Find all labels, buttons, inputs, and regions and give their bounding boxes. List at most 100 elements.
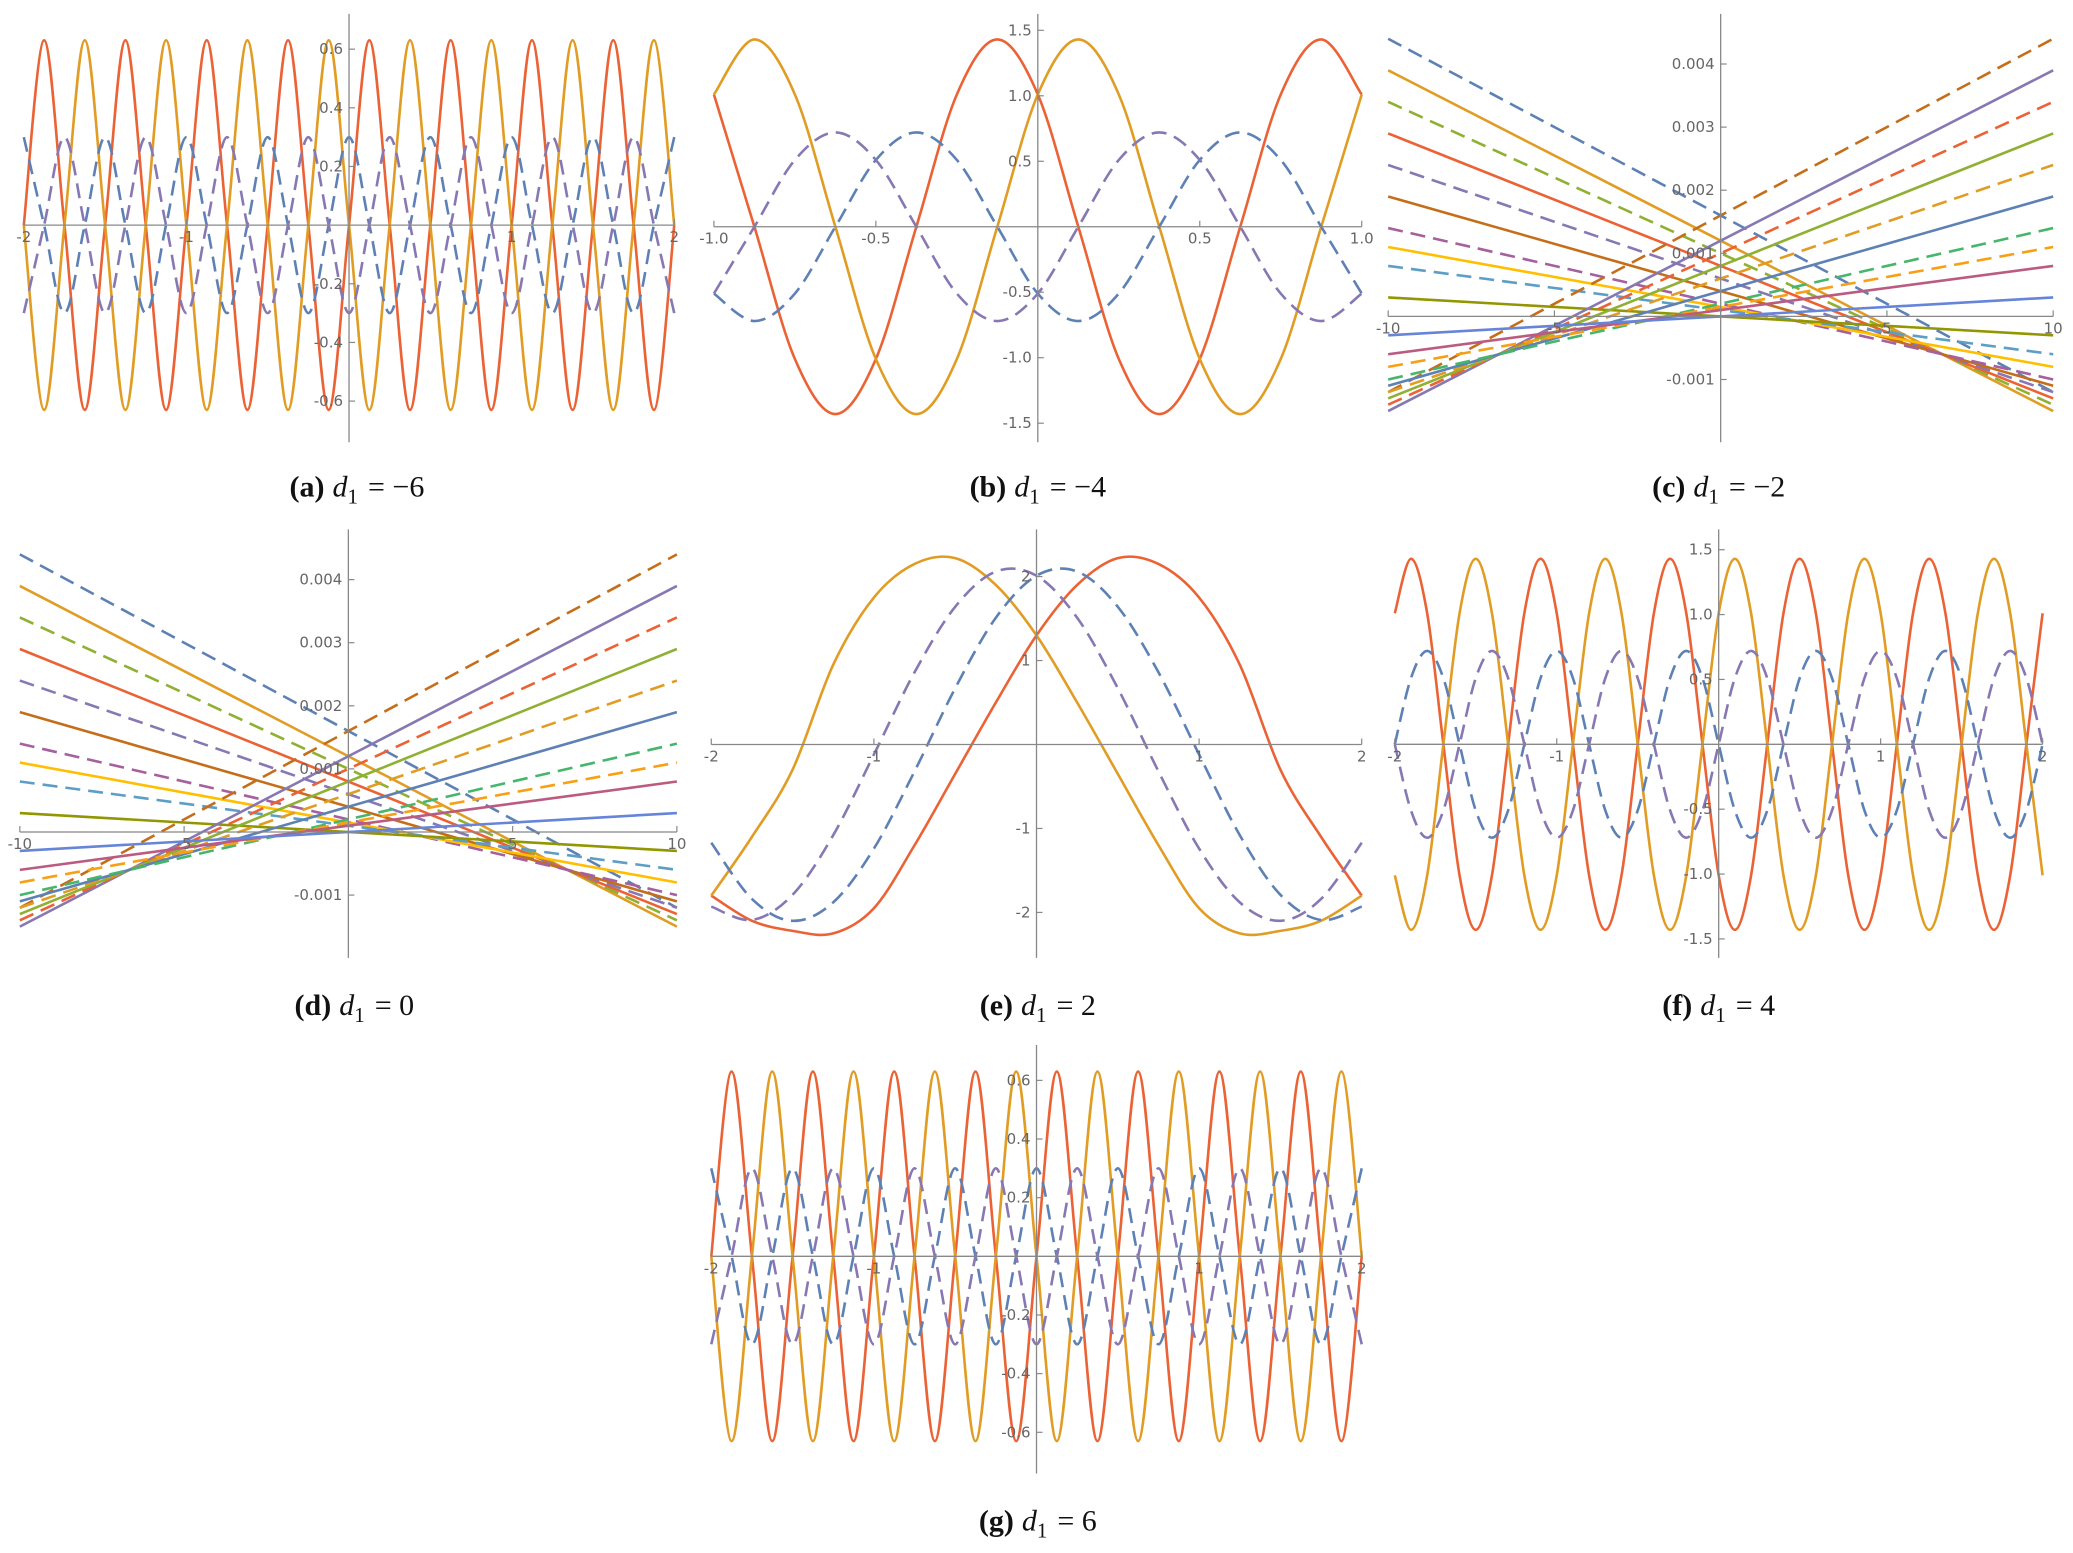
x-tick-label: -1.0 — [699, 230, 728, 248]
data-line — [1387, 245, 2054, 369]
y-tick-label: -0.5 — [1683, 800, 1712, 818]
caption-label: (b) — [970, 471, 1007, 504]
data-line — [1387, 226, 2054, 381]
x-tick-label: -5 — [1547, 319, 1562, 337]
x-tick-label: -2 — [704, 1259, 719, 1277]
caption: (b) d1 = −4 — [970, 471, 1107, 509]
caption-rhs: = −6 — [368, 471, 424, 504]
y-tick-label: 0.2 — [1007, 1189, 1031, 1207]
data-line — [1393, 649, 2044, 840]
x-tick-label: 2 — [2038, 747, 2048, 765]
x-tick-label: 1.0 — [1350, 230, 1374, 248]
caption: (f) d1 = 4 — [1662, 989, 1775, 1027]
x-tick-label: -1 — [1549, 747, 1564, 765]
caption-label: (f) — [1662, 989, 1692, 1022]
caption-var: d — [1022, 1504, 1038, 1537]
panel: -10 -5 5 10 -0.001 0.001 0.002 0.003 0.004 (c) d1 =… — [1376, 13, 2063, 509]
x-tick-label: 1 — [1194, 748, 1204, 766]
y-tick-label: -1.5 — [1003, 414, 1032, 432]
caption-sub: 1 — [1036, 1003, 1047, 1027]
data-line — [1393, 649, 2044, 840]
caption-rhs: = −2 — [1729, 471, 1785, 504]
x-tick-label: -1 — [866, 748, 881, 766]
caption-label: (e) — [980, 989, 1013, 1022]
y-tick-label: 0.002 — [1672, 181, 1715, 199]
y-tick-label: 1.5 — [1008, 21, 1032, 39]
x-tick-label: 0.5 — [1188, 230, 1212, 248]
y-tick-label: 0.001 — [1672, 244, 1715, 262]
caption-rhs: = 6 — [1057, 1504, 1096, 1537]
x-tick-label: -5 — [177, 835, 192, 853]
y-tick-label: -0.2 — [1001, 1306, 1030, 1324]
y-tick-label: 1.0 — [1008, 87, 1032, 105]
panel: -1.0 -0.5 0.5 1.0 -1.5 -1.0 -0.5 0.5 1.0 1.5 (b) d1… — [699, 13, 1374, 509]
y-tick-label: 0.4 — [1007, 1130, 1031, 1148]
y-tick-label: 0.4 — [319, 99, 343, 117]
caption-sub: 1 — [1708, 485, 1719, 509]
x-tick-label: 5 — [508, 835, 518, 853]
caption-var: d — [339, 989, 355, 1022]
y-tick-label: 0.001 — [299, 760, 342, 778]
y-tick-label: 0.003 — [299, 634, 342, 652]
y-tick-label: 0.5 — [1008, 152, 1032, 170]
caption-sub: 1 — [1037, 1518, 1048, 1542]
y-tick-label: -0.4 — [1001, 1365, 1030, 1383]
x-tick-label: 1 — [1194, 1259, 1204, 1277]
caption-label: (g) — [979, 1504, 1014, 1537]
x-tick-label: 2 — [1357, 748, 1367, 766]
y-tick-label: 0.004 — [1672, 55, 1715, 73]
caption-rhs: = −4 — [1050, 471, 1106, 504]
caption-rhs: = 0 — [375, 989, 414, 1022]
x-tick-label: -10 — [8, 835, 33, 853]
data-line — [1387, 226, 2054, 381]
y-tick-label: 0.003 — [1672, 118, 1715, 136]
y-tick-label: 2 — [1021, 568, 1031, 586]
data-line — [19, 742, 678, 897]
y-tick-label: -0.4 — [314, 333, 343, 351]
caption: (a) d1 = −6 — [290, 471, 425, 509]
x-tick-label: 2 — [669, 228, 679, 246]
caption-var: d — [1693, 471, 1709, 504]
y-tick-label: -0.001 — [294, 886, 342, 904]
y-tick-label: 0.002 — [299, 697, 342, 715]
panel: -2 -1 1 2-2-112(e) d1 = 2 — [704, 529, 1367, 1027]
caption-sub: 1 — [1715, 1003, 1726, 1027]
y-tick-label: 0.6 — [319, 40, 343, 58]
caption-rhs: = 2 — [1057, 989, 1096, 1022]
caption-var: d — [1014, 471, 1030, 504]
data-line — [19, 742, 678, 897]
caption-sub: 1 — [348, 485, 359, 509]
caption-label: (c) — [1652, 471, 1685, 504]
x-tick-label: -1 — [866, 1259, 881, 1277]
x-tick-label: -10 — [1376, 319, 1401, 337]
x-tick-label: 10 — [2044, 319, 2063, 337]
caption-var: d — [333, 471, 349, 504]
panel: -10 -5 5 10 -0.001 0.001 0.002 0.003 0.004 (d) d1 =… — [8, 529, 686, 1027]
y-tick-label: -0.5 — [1003, 283, 1032, 301]
y-tick-label: -0.6 — [314, 392, 343, 410]
caption-sub: 1 — [354, 1003, 365, 1027]
x-tick-label: 5 — [1882, 319, 1892, 337]
panel: -2 -1 1 2-0.6-0.4-0.20.20.40.6(g) d1 = 6 — [704, 1045, 1367, 1542]
panel: -2 -1 1 2-0.6-0.4-0.20.20.40.6(a) d1 = −6 — [16, 13, 679, 509]
x-tick-label: 2 — [1357, 1259, 1367, 1277]
y-tick-label: 0.004 — [299, 571, 342, 589]
data-line — [19, 616, 678, 922]
y-tick-label: -0.2 — [314, 275, 343, 293]
x-tick-label: 10 — [667, 835, 686, 853]
x-tick-label: -2 — [1387, 747, 1402, 765]
caption: (c) d1 = −2 — [1652, 471, 1785, 509]
y-tick-label: 0.5 — [1689, 670, 1713, 688]
caption-sub: 1 — [1029, 485, 1040, 509]
caption: (d) d1 = 0 — [295, 989, 415, 1027]
x-tick-label: -0.5 — [861, 230, 890, 248]
y-tick-label: -0.6 — [1001, 1423, 1030, 1441]
y-tick-label: 1.5 — [1689, 541, 1713, 559]
y-tick-label: 1 — [1021, 652, 1031, 670]
caption-label: (a) — [290, 471, 325, 504]
caption-rhs: = 4 — [1736, 989, 1775, 1022]
y-tick-label: -1.0 — [1683, 865, 1712, 883]
y-tick-label: -1.0 — [1003, 349, 1032, 367]
